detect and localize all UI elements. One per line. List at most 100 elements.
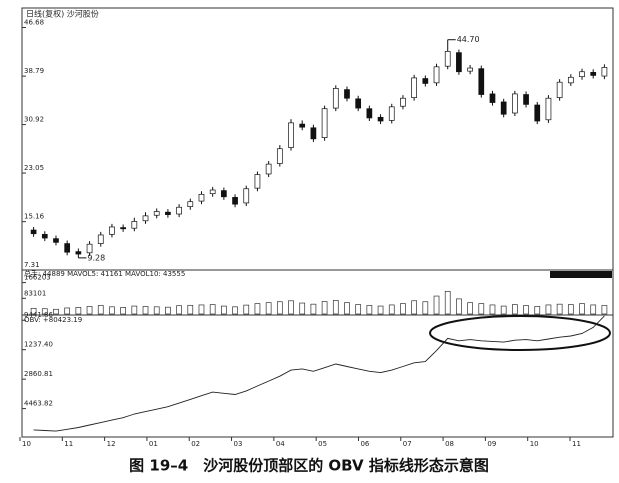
x-tick-label: 11	[572, 440, 581, 448]
volume-bar	[198, 304, 205, 315]
volume-bar	[556, 303, 563, 315]
candle-body	[388, 106, 395, 121]
highlight-ellipse	[429, 315, 611, 351]
volume-bar	[131, 305, 138, 315]
candle-body	[411, 77, 417, 98]
volume-bar	[388, 304, 395, 315]
x-tick-label: 10	[22, 440, 31, 448]
y-tick-label: 9441.86	[24, 311, 53, 319]
x-tick-label: 03	[234, 440, 243, 448]
candle-body	[165, 211, 171, 215]
volume-bar	[209, 304, 216, 315]
obv-line	[33, 315, 605, 432]
candle-body	[109, 226, 115, 235]
candle-body	[512, 93, 518, 114]
x-tick-label: 08	[445, 440, 454, 448]
obv-header: OBV: +80423.19	[24, 316, 82, 324]
volume-bar	[243, 304, 250, 315]
volume-bar	[165, 306, 171, 315]
candle-body	[243, 188, 250, 204]
volume-bar	[41, 308, 48, 315]
candle-body	[41, 233, 48, 239]
x-tick-label: 06	[360, 440, 369, 448]
x-tick-label: 11	[64, 440, 73, 448]
candle-body	[232, 197, 238, 205]
candle-body	[545, 97, 552, 121]
candle-body	[500, 101, 507, 115]
volume-bar	[86, 306, 93, 315]
volume-bar	[478, 303, 485, 315]
volume-header: 总手: 44889 MAVOL5: 41161 MAVOL10: 43555	[24, 269, 185, 278]
candle-body	[299, 123, 306, 128]
candle-body	[344, 89, 350, 99]
candle-body	[30, 229, 37, 235]
volume-bar	[422, 301, 429, 315]
candle-body	[64, 243, 71, 253]
volume-bar	[221, 305, 227, 315]
volume-bar	[321, 301, 328, 315]
candle-body	[366, 108, 373, 119]
volume-bar	[444, 290, 451, 315]
x-tick-label: 12	[107, 440, 116, 448]
volume-bar	[512, 304, 518, 315]
volume-bar	[288, 300, 294, 315]
candle-body	[377, 116, 384, 122]
volume-bar	[534, 306, 541, 315]
volume-bar	[377, 305, 384, 315]
y-tick-label: 23.05	[24, 164, 44, 172]
x-tick-label: 02	[191, 440, 200, 448]
candle-body	[579, 71, 585, 78]
header-box	[550, 271, 612, 278]
candle-body	[310, 127, 317, 140]
volume-bar	[366, 305, 373, 315]
x-tick-label: 09	[487, 440, 496, 448]
x-tick-label: 07	[403, 440, 412, 448]
annotation: 9.28	[87, 253, 105, 262]
candle-body	[444, 51, 451, 67]
candle-body	[153, 211, 160, 216]
candle-body	[332, 88, 339, 109]
candle-body	[120, 227, 126, 230]
annotation: 44.70	[457, 35, 480, 44]
volume-bar	[489, 304, 496, 315]
caption: 图 19–4 沙河股份顶部区的 OBV 指标线形态示意图	[129, 457, 489, 475]
y-tick-label: 30.92	[24, 116, 44, 124]
y-tick-label: 1237.40	[24, 341, 53, 349]
volume-bar	[232, 306, 238, 315]
volume-bar	[500, 305, 507, 315]
candle-body	[478, 68, 485, 95]
volume-bar	[467, 302, 473, 315]
y-tick-label: 38.79	[24, 67, 44, 75]
volume-bar	[344, 302, 350, 315]
volume-bar	[545, 304, 552, 315]
volume-bar	[579, 303, 585, 315]
candle-body	[433, 66, 440, 84]
volume-bar	[75, 307, 82, 315]
candle-body	[187, 201, 194, 207]
candle-body	[456, 52, 462, 73]
candle-body	[86, 243, 93, 254]
volume-bar	[276, 301, 283, 315]
candle-body	[276, 148, 283, 164]
frame	[21, 7, 614, 438]
y-tick-label: 83101	[24, 289, 46, 297]
candle-body	[131, 221, 138, 229]
y-tick-label: 166203	[24, 274, 51, 282]
volume-bar	[523, 305, 529, 315]
candle-body	[53, 238, 59, 243]
y-tick-label: 7.31	[24, 261, 40, 269]
candle-body	[198, 193, 205, 202]
candle-body	[534, 104, 541, 122]
volume-bar	[142, 306, 149, 315]
volume-bar	[109, 306, 115, 315]
price-title: 日线(复权) 沙河股份	[26, 9, 99, 19]
volume-bar	[601, 305, 608, 315]
candle-body	[556, 81, 563, 98]
x-tick-label: 05	[318, 440, 327, 448]
volume-bar	[30, 307, 37, 315]
candle-body	[97, 234, 104, 244]
candle-body	[209, 189, 216, 195]
candle-body	[75, 251, 82, 255]
volume-bar	[400, 303, 406, 315]
